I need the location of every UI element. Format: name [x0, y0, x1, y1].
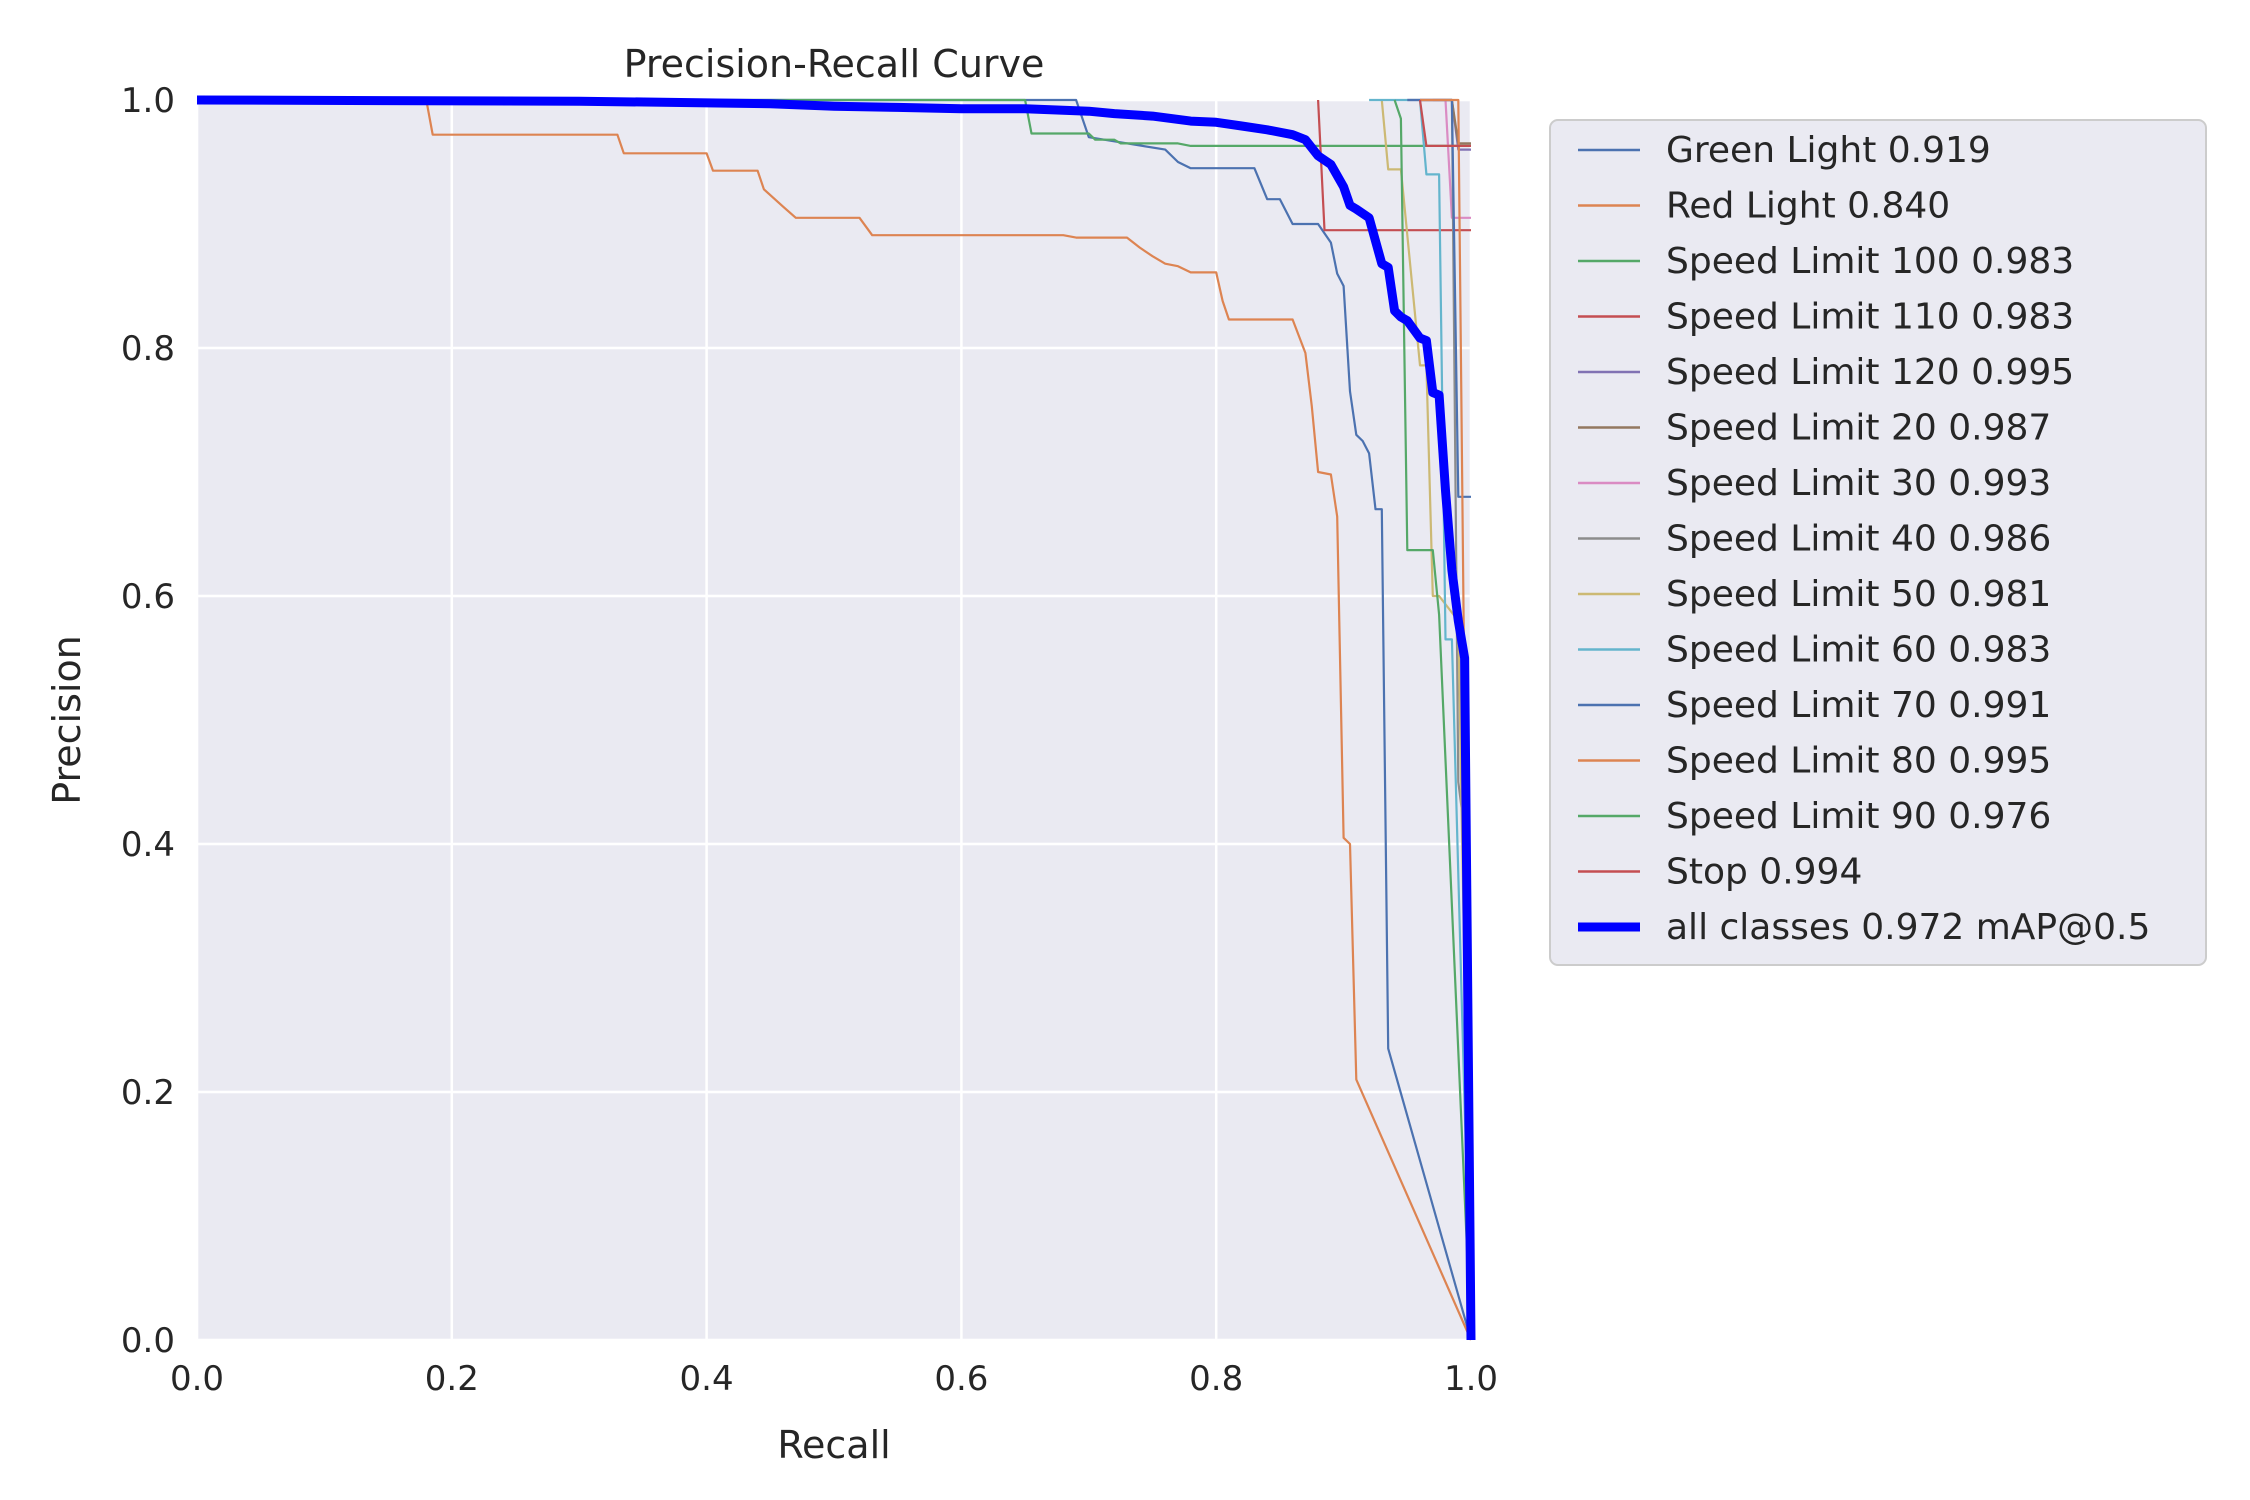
- legend-label-7: Speed Limit 40 0.986: [1666, 519, 2051, 560]
- legend-label-3: Speed Limit 110 0.983: [1666, 297, 2074, 338]
- legend-label-11: Speed Limit 80 0.995: [1666, 741, 2051, 782]
- x-tick-label: 0.0: [170, 1359, 224, 1399]
- series-line-12: [1393, 99, 1473, 1341]
- x-tick-label: 0.8: [1189, 1359, 1243, 1399]
- x-axis-title: Recall: [777, 1423, 890, 1467]
- legend-label-5: Speed Limit 20 0.987: [1666, 408, 2051, 449]
- series-line-13: [1418, 99, 1471, 147]
- series-line-2: [197, 98, 1471, 147]
- y-tick-label: 0.0: [121, 1321, 175, 1361]
- y-tick-label: 1.0: [121, 81, 175, 121]
- legend-label-6: Speed Limit 30 0.993: [1666, 463, 2051, 504]
- series-line-14: [196, 95, 1476, 1341]
- series-line-3: [1317, 99, 1471, 232]
- series-line-0: [197, 98, 1473, 1341]
- legend-box: [1549, 119, 2207, 966]
- legend-label-10: Speed Limit 70 0.991: [1666, 685, 2051, 726]
- plot-background: [197, 100, 1471, 1340]
- y-tick-labels: 0.0 0.2 0.4 0.6 0.8 1.0: [121, 81, 175, 1361]
- x-tick-label: 0.2: [425, 1359, 479, 1399]
- legend-label-12: Speed Limit 90 0.976: [1666, 796, 2051, 837]
- legend-label-14: all classes 0.972 mAP@0.5: [1666, 907, 2150, 948]
- legend-label-8: Speed Limit 50 0.981: [1666, 574, 2051, 615]
- x-tick-labels: 0.0 0.2 0.4 0.6 0.8 1.0: [170, 1359, 1498, 1399]
- y-tick-label: 0.8: [121, 329, 175, 369]
- legend-label-0: Green Light 0.919: [1666, 130, 1991, 171]
- legend-label-4: Speed Limit 120 0.995: [1666, 352, 2074, 393]
- y-axis-title: Precision: [45, 635, 89, 805]
- legend-label-1: Red Light 0.840: [1666, 186, 1950, 227]
- series-line-1: [197, 98, 1473, 1341]
- y-tick-label: 0.6: [121, 577, 175, 617]
- legend-label-2: Speed Limit 100 0.983: [1666, 241, 2074, 282]
- legend-label-13: Stop 0.994: [1666, 852, 1862, 893]
- y-tick-label: 0.2: [121, 1073, 175, 1113]
- chart-title: Precision-Recall Curve: [624, 42, 1045, 86]
- series-lines: [196, 95, 1476, 1341]
- x-tick-label: 1.0: [1444, 1359, 1498, 1399]
- legend-label-9: Speed Limit 60 0.983: [1666, 630, 2051, 671]
- legend: Green Light 0.919 Red Light 0.840 Speed Li…: [1549, 119, 2207, 966]
- x-tick-label: 0.4: [680, 1359, 734, 1399]
- x-tick-label: 0.6: [934, 1359, 988, 1399]
- y-tick-label: 0.4: [121, 825, 175, 865]
